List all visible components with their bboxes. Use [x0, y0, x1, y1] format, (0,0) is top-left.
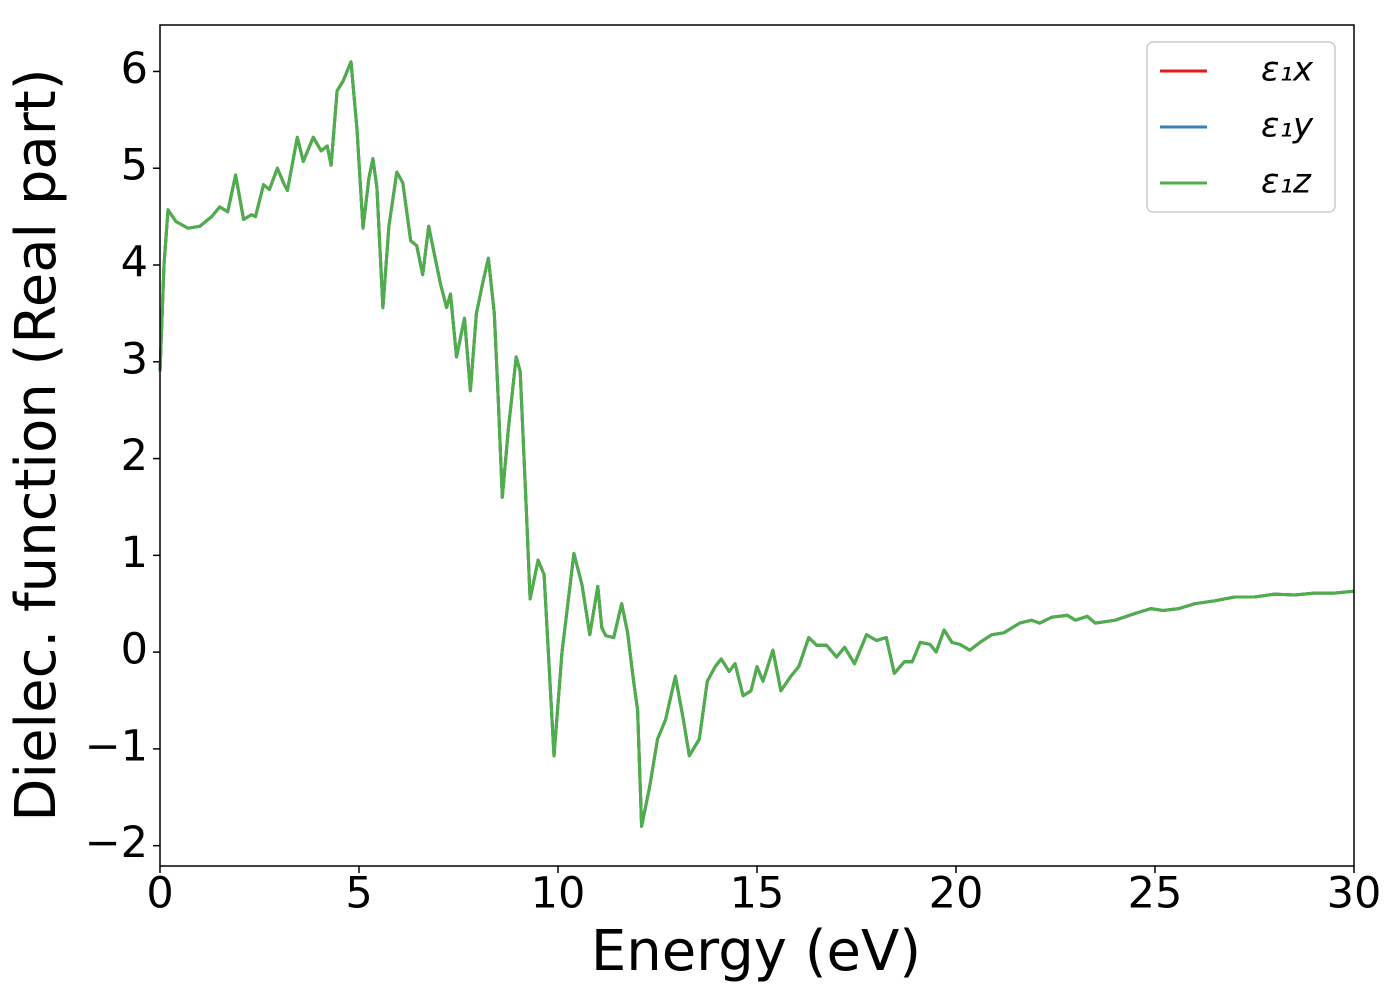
x-tick-label: 0 — [146, 869, 173, 919]
y-axis-label: Dielec. function (Real part) — [4, 68, 69, 821]
y-tick-label: 4 — [121, 238, 148, 288]
x-tick-label: 15 — [730, 869, 785, 919]
y-tick-label: 3 — [121, 334, 148, 384]
y-tick-label: −1 — [85, 721, 148, 771]
y-tick-label: 0 — [121, 625, 148, 675]
x-tick-label: 25 — [1128, 869, 1183, 919]
data-line — [158, 60, 1355, 828]
y-tick-label: 6 — [121, 44, 148, 94]
y-tick-label: −2 — [85, 818, 148, 868]
x-tick-label: 10 — [531, 869, 586, 919]
y-tick-label: 5 — [121, 141, 148, 191]
legend: ε₁x ε₁y ε₁z — [1146, 41, 1336, 213]
legend-label: ε₁y — [1261, 106, 1314, 146]
y-tick-label: 2 — [121, 431, 148, 481]
x-axis-label: Energy (eV) — [591, 919, 921, 984]
legend-box — [1146, 41, 1336, 213]
legend-label: ε₁x — [1261, 50, 1314, 90]
legend-label: ε₁z — [1261, 162, 1312, 202]
y-tick-label: 1 — [121, 528, 148, 578]
x-tick-label: 20 — [929, 869, 984, 919]
plot-frame — [159, 24, 1355, 867]
x-tick-label: 30 — [1327, 869, 1382, 919]
x-tick-label: 5 — [345, 869, 372, 919]
